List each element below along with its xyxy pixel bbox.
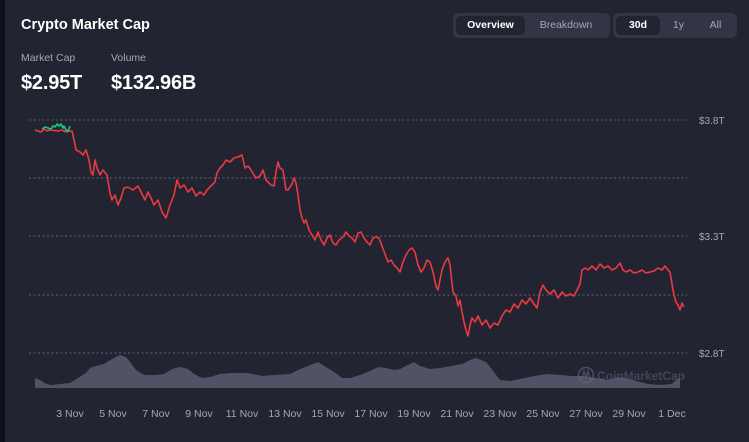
x-tick-label: 3 Nov [56, 408, 84, 420]
x-tick-label: 27 Nov [569, 408, 603, 420]
stat-value: $2.95T [21, 72, 83, 94]
coinmarketcap-logo-icon [577, 366, 595, 384]
x-tick-label: 17 Nov [354, 408, 388, 420]
x-tick-label: 15 Nov [311, 408, 345, 420]
range-1y[interactable]: 1y [672, 19, 685, 31]
grid-lines [29, 119, 687, 354]
market-cap-line [34, 128, 685, 337]
stat-label: Volume [111, 52, 147, 64]
x-tick-label: 21 Nov [440, 408, 474, 420]
y-tick-label: $3.8T [699, 116, 725, 127]
x-tick-label: 19 Nov [397, 408, 431, 420]
x-tick-label: 13 Nov [268, 408, 302, 420]
card-title: Crypto Market Cap [21, 17, 150, 33]
tab-overview[interactable]: Overview [456, 16, 525, 35]
stat-value: $132.96B [111, 72, 197, 94]
stat-label: Market Cap [21, 52, 76, 64]
range-30d[interactable]: 30d [616, 16, 660, 35]
range-all[interactable]: All [709, 19, 722, 31]
x-tick-label: 5 Nov [99, 408, 127, 420]
x-tick-label: 29 Nov [612, 408, 646, 420]
x-tick-label: 9 Nov [185, 408, 213, 420]
x-tick-label: 7 Nov [142, 408, 170, 420]
y-tick-label: $3.3T [699, 232, 725, 243]
coinmarketcap-watermark: CoinMarketCap [577, 366, 685, 384]
x-tick-label: 25 Nov [526, 408, 560, 420]
stat-market-cap: Market Cap $2.95T [21, 52, 82, 95]
tab-breakdown[interactable]: Breakdown [539, 19, 593, 31]
range-toggle: 30d 1y All [613, 13, 737, 38]
x-axis-labels: 3 Nov 5 Nov 7 Nov 9 Nov 11 Nov 13 Nov 15… [56, 408, 685, 420]
volume-area [35, 355, 680, 388]
x-tick-label: 11 Nov [226, 408, 259, 420]
watermark-text: CoinMarketCap [597, 369, 685, 383]
x-tick-label: 23 Nov [483, 408, 517, 420]
stat-volume: Volume $132.96B [111, 52, 196, 95]
y-tick-label: $2.8T [699, 349, 725, 360]
x-tick-label: 1 Dec [658, 408, 685, 420]
view-toggle: Overview Breakdown [453, 13, 610, 38]
market-cap-line-up [41, 123, 71, 132]
